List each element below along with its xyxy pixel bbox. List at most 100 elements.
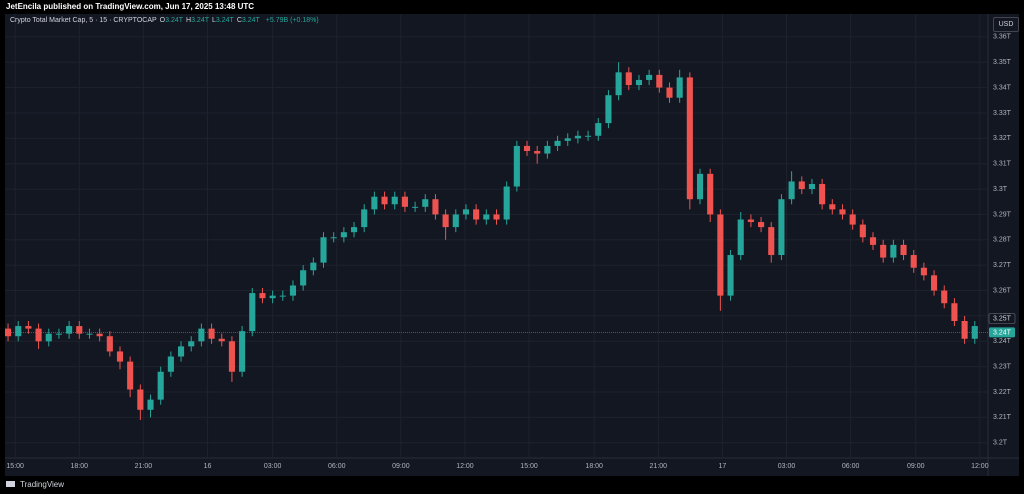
candle-body	[157, 371, 164, 400]
candle-body	[177, 346, 185, 357]
y-tick-label: 3.24T	[993, 338, 1012, 345]
ohlc-value: 3.24T	[191, 17, 209, 24]
candle-body	[462, 209, 470, 215]
candle-body	[808, 183, 816, 190]
candle-body	[106, 336, 113, 352]
axes: 3.2T 3.21T 3.22T 3.23T 3.24T 3.25T 3.26T 3.27T 3…	[6, 34, 1016, 470]
ohlc-key: O	[159, 17, 166, 24]
ohlc-value: 3.24T	[215, 17, 234, 24]
y-tick-label: 3.31T	[993, 161, 1012, 168]
legend: Crypto Total Market Cap, 5 · 15 · CRYPTO…	[10, 17, 319, 24]
candle-body	[737, 219, 744, 256]
publish-info: JetEncila published on TradingView.com, …	[6, 2, 255, 11]
ohlc-key: L	[212, 17, 216, 24]
candle-body	[320, 237, 327, 263]
candle-body	[15, 326, 22, 337]
candle-body	[544, 145, 551, 154]
brand: TradingView	[20, 480, 65, 489]
y-tick-label: 3.2T	[993, 440, 1008, 447]
x-tick-label: 03:00	[264, 463, 282, 470]
candle-body	[66, 326, 73, 334]
candle-body	[585, 135, 592, 137]
candle-body	[249, 293, 256, 332]
candle-body	[228, 341, 235, 372]
candle-body	[758, 222, 765, 228]
x-tick-label: 12:00	[456, 463, 474, 470]
candle-body	[361, 209, 368, 228]
candle-body	[300, 270, 307, 286]
logo	[6, 481, 15, 487]
candle-body	[188, 341, 195, 347]
candle-body	[605, 95, 612, 124]
candle-body	[656, 74, 663, 88]
x-tick-label: 18:00	[585, 463, 603, 470]
candle-body	[696, 173, 704, 200]
ohlc-key: H	[186, 17, 192, 24]
y-tick-label: 3.36T	[993, 34, 1012, 41]
candle-body	[941, 290, 948, 304]
candle-body	[371, 196, 378, 210]
candle-body	[381, 196, 388, 205]
candle-body	[768, 227, 775, 256]
candle-body	[961, 320, 968, 339]
candle-body	[218, 338, 225, 342]
x-tick-label: 17	[719, 463, 727, 470]
candle-body	[819, 183, 826, 205]
candle-body	[452, 214, 459, 228]
price-marker-label: 3.25T	[993, 315, 1012, 322]
candle-body	[279, 295, 286, 297]
candle-body	[137, 389, 144, 410]
candle-body	[829, 204, 836, 210]
candle-body	[564, 138, 571, 141]
x-tick-label: 06:00	[842, 463, 860, 470]
y-tick-label: 3.34T	[993, 84, 1012, 91]
candle-body	[798, 181, 805, 190]
candle-body	[198, 328, 205, 342]
x-tick-label: 15:00	[6, 463, 24, 470]
price-marker	[988, 313, 1016, 324]
y-tick-label: 3.23T	[993, 364, 1012, 371]
x-tick-label: 09:00	[392, 463, 410, 470]
symbol-title: Crypto Total Market Cap, 5 · 15 · CRYPTO…	[10, 17, 157, 24]
candle-body	[55, 333, 62, 335]
change: +5.79B (+0.18%)	[265, 17, 319, 24]
candle-body	[686, 77, 693, 200]
candle-body	[747, 219, 754, 223]
currency-button[interactable]: USD	[993, 17, 1019, 32]
candle-body	[86, 333, 93, 335]
x-tick-label: 15:00	[520, 463, 538, 470]
candle-body	[788, 181, 795, 200]
x-tick-label: 16	[204, 463, 212, 470]
candle-body	[880, 244, 887, 258]
ohlc-value: 3.24T	[241, 17, 260, 24]
candle-body	[839, 209, 846, 215]
candle-body	[35, 328, 42, 342]
y-tick-label: 3.32T	[993, 135, 1012, 142]
candle-body	[513, 145, 520, 187]
candle-body	[167, 356, 174, 372]
candle-body	[442, 214, 449, 228]
candle-body	[931, 275, 938, 291]
candle-body	[646, 74, 653, 80]
y-tick-label: 3.29T	[993, 211, 1012, 218]
ohlc-key: C	[236, 17, 242, 24]
candle-body	[289, 285, 297, 296]
candle-body	[25, 326, 32, 329]
candle-body	[625, 72, 632, 86]
candle-body	[717, 214, 724, 296]
candle-body	[76, 326, 83, 334]
candle-body	[432, 199, 439, 215]
ohlc: O3.24T H3.24T L3.24T C3.24T	[160, 17, 263, 24]
candle-body	[635, 79, 643, 86]
candle-body	[422, 199, 429, 207]
x-tick-label: 18:00	[71, 463, 89, 470]
logo-mark	[6, 481, 15, 487]
candle-body	[971, 326, 978, 339]
x-tick-label: 03:00	[778, 463, 796, 470]
y-tick-label: 3.33T	[993, 110, 1012, 117]
y-tick-label: 3.21T	[993, 414, 1012, 421]
y-tick-label: 3.3T	[993, 186, 1008, 193]
candle-body	[45, 333, 52, 342]
x-tick-label: 06:00	[328, 463, 346, 470]
